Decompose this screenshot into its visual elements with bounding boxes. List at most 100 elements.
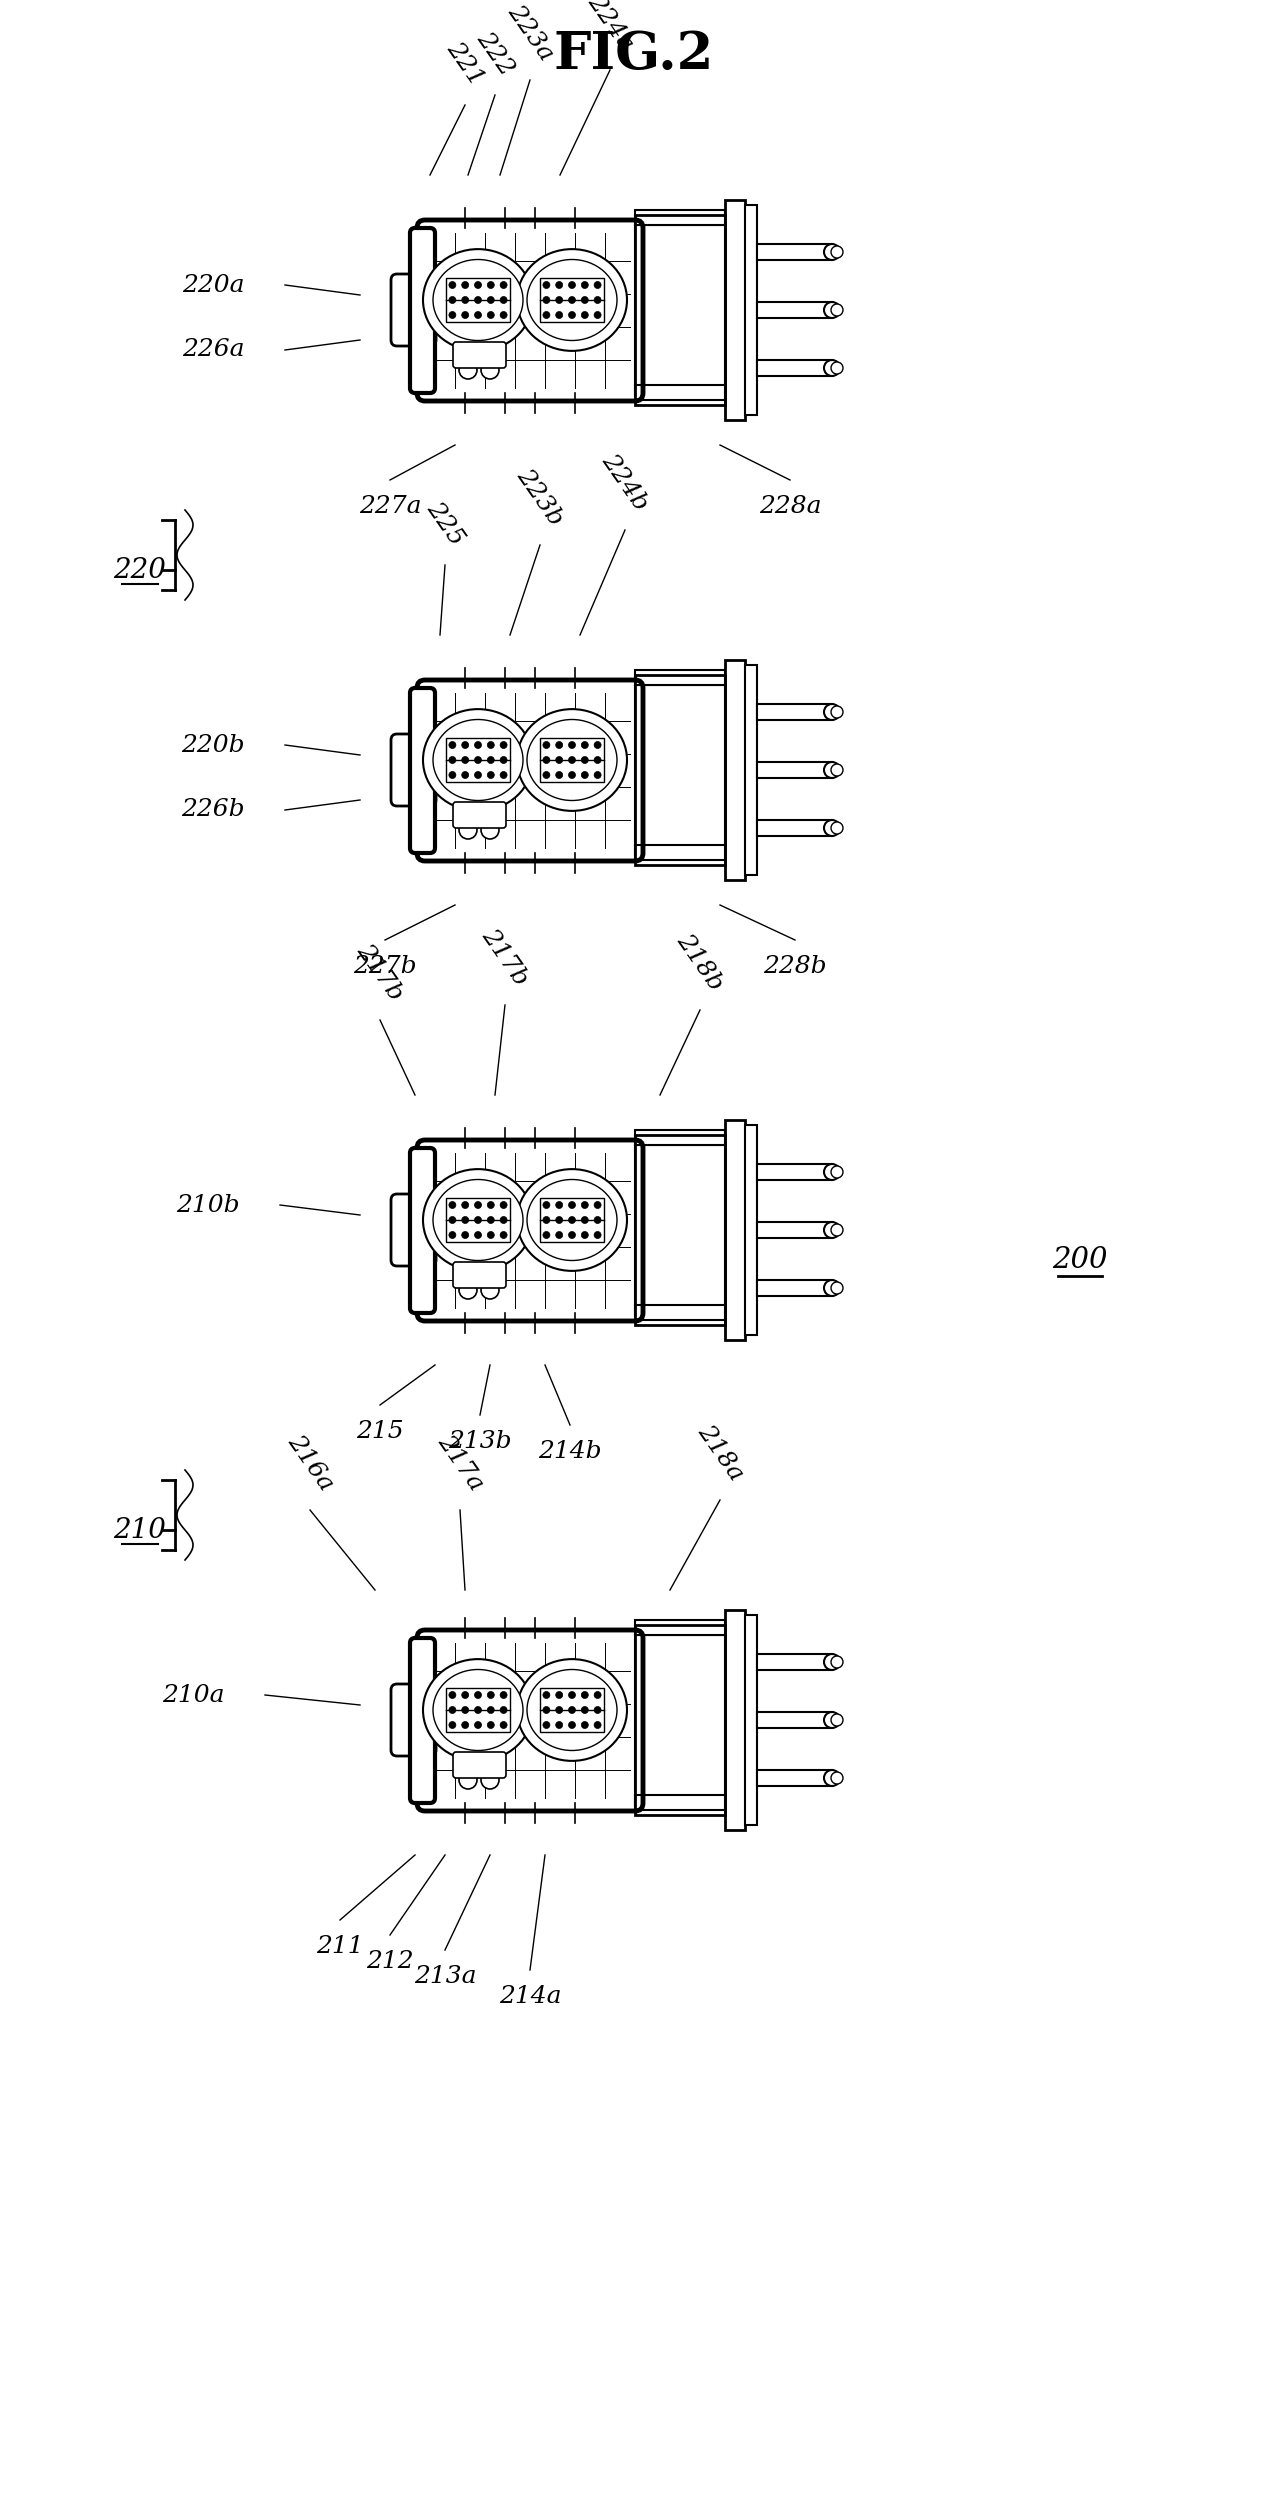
Circle shape <box>568 1216 576 1223</box>
Circle shape <box>595 282 601 289</box>
FancyBboxPatch shape <box>410 1639 435 1802</box>
Bar <box>757 1163 832 1180</box>
Circle shape <box>555 282 563 289</box>
Circle shape <box>555 1201 563 1208</box>
Circle shape <box>449 1231 456 1238</box>
Circle shape <box>474 312 482 320</box>
Circle shape <box>500 1231 507 1238</box>
Bar <box>635 685 725 856</box>
Circle shape <box>462 1201 469 1208</box>
Bar <box>757 763 832 778</box>
Text: 200: 200 <box>1052 1246 1108 1274</box>
Circle shape <box>487 312 495 320</box>
Bar <box>757 244 832 259</box>
Ellipse shape <box>824 244 839 259</box>
Circle shape <box>462 1722 469 1729</box>
Circle shape <box>500 297 507 305</box>
Circle shape <box>543 758 550 763</box>
Bar <box>425 687 635 853</box>
Circle shape <box>555 1216 563 1223</box>
Bar <box>540 737 604 783</box>
Circle shape <box>449 1216 456 1223</box>
Circle shape <box>568 297 576 305</box>
Text: 220: 220 <box>114 556 166 584</box>
Text: 213a: 213a <box>413 1966 477 1988</box>
Circle shape <box>568 1231 576 1238</box>
Circle shape <box>487 1201 495 1208</box>
Circle shape <box>555 1691 563 1699</box>
Circle shape <box>568 743 576 748</box>
Circle shape <box>481 1772 500 1790</box>
Ellipse shape <box>527 1180 618 1261</box>
Circle shape <box>449 297 456 305</box>
Bar <box>635 1145 725 1314</box>
Circle shape <box>462 773 469 778</box>
Circle shape <box>500 282 507 289</box>
Circle shape <box>459 1772 477 1790</box>
FancyBboxPatch shape <box>453 342 506 367</box>
Circle shape <box>462 1231 469 1238</box>
Ellipse shape <box>824 1163 839 1180</box>
Text: 214b: 214b <box>538 1440 602 1462</box>
Text: 217b: 217b <box>477 924 533 989</box>
Ellipse shape <box>824 1712 839 1729</box>
Ellipse shape <box>824 302 839 317</box>
Ellipse shape <box>517 249 626 350</box>
Circle shape <box>568 1722 576 1729</box>
Circle shape <box>831 1281 843 1294</box>
Circle shape <box>449 773 456 778</box>
Circle shape <box>474 282 482 289</box>
Circle shape <box>831 1165 843 1178</box>
Circle shape <box>487 297 495 305</box>
Circle shape <box>581 743 588 748</box>
Circle shape <box>543 297 550 305</box>
Ellipse shape <box>517 1659 626 1762</box>
Bar <box>446 277 510 322</box>
Text: 217a: 217a <box>432 1430 487 1495</box>
Text: 228a: 228a <box>758 496 822 519</box>
Circle shape <box>831 1656 843 1669</box>
Ellipse shape <box>527 720 618 800</box>
Circle shape <box>462 1691 469 1699</box>
Bar <box>757 1712 832 1729</box>
Circle shape <box>568 773 576 778</box>
Text: 226a: 226a <box>183 337 245 362</box>
Circle shape <box>831 1772 843 1785</box>
FancyBboxPatch shape <box>453 1261 506 1289</box>
Circle shape <box>487 282 495 289</box>
Ellipse shape <box>527 1669 618 1749</box>
Bar <box>635 670 725 685</box>
Ellipse shape <box>432 1669 522 1749</box>
Circle shape <box>449 282 456 289</box>
Bar <box>635 846 725 861</box>
Circle shape <box>555 743 563 748</box>
Bar <box>635 675 725 866</box>
Circle shape <box>487 773 495 778</box>
Bar <box>757 1769 832 1787</box>
Circle shape <box>500 312 507 320</box>
Text: 227b: 227b <box>354 954 417 979</box>
Ellipse shape <box>517 1168 626 1271</box>
FancyBboxPatch shape <box>391 735 436 805</box>
Circle shape <box>831 765 843 775</box>
Bar <box>635 1130 725 1145</box>
Ellipse shape <box>824 1654 839 1669</box>
Circle shape <box>831 705 843 717</box>
Circle shape <box>474 297 482 305</box>
Circle shape <box>831 305 843 317</box>
Circle shape <box>543 312 550 320</box>
Circle shape <box>449 1707 456 1714</box>
Bar <box>635 1626 725 1815</box>
Circle shape <box>581 1231 588 1238</box>
Circle shape <box>568 1707 576 1714</box>
Circle shape <box>474 1691 482 1699</box>
Text: 210: 210 <box>114 1518 166 1543</box>
Ellipse shape <box>824 1221 839 1238</box>
Text: 217b: 217b <box>353 939 408 1004</box>
Circle shape <box>487 1231 495 1238</box>
Ellipse shape <box>527 259 618 340</box>
Circle shape <box>474 1231 482 1238</box>
Bar <box>746 664 757 876</box>
Circle shape <box>487 1707 495 1714</box>
Text: 212: 212 <box>366 1951 413 1973</box>
